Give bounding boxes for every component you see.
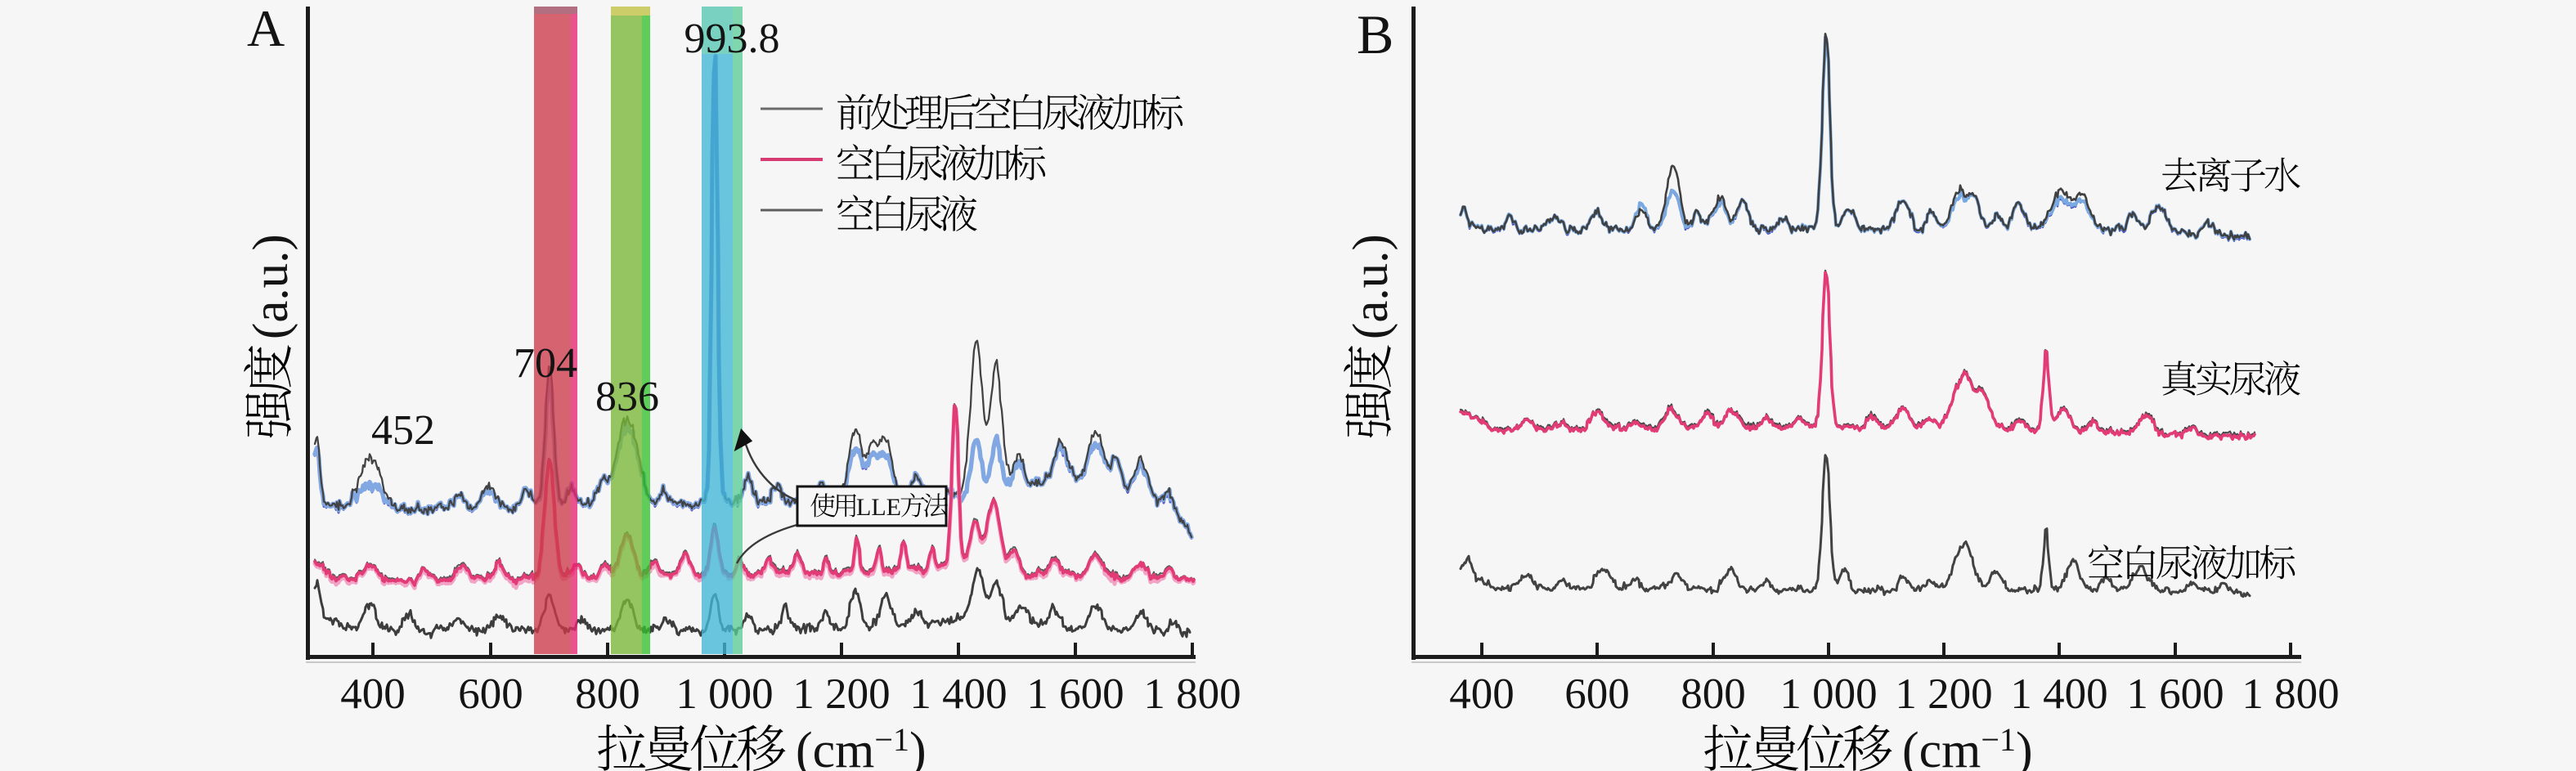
svg-text:836: 836 [595,374,659,420]
svg-text:400: 400 [1449,670,1515,718]
svg-text:1 200: 1 200 [792,670,890,718]
svg-text:400: 400 [340,670,406,718]
svg-text:452: 452 [371,407,435,454]
svg-text:1 800: 1 800 [2242,670,2339,718]
svg-text:(cm−1): (cm−1) [796,721,927,771]
svg-text:(a.u.): (a.u.) [244,234,298,339]
svg-text:1 200: 1 200 [1895,670,1992,718]
svg-text:1 000: 1 000 [675,670,773,718]
svg-text:600: 600 [458,670,523,718]
svg-text:1 600: 1 600 [2126,670,2224,718]
svg-text:(a.u.): (a.u.) [1344,234,1398,339]
svg-text:600: 600 [1564,670,1630,718]
svg-text:1 000: 1 000 [1779,670,1877,718]
svg-text:A: A [247,0,285,57]
svg-text:993.8: 993.8 [684,16,780,62]
svg-text:1 400: 1 400 [2010,670,2107,718]
svg-text:1 800: 1 800 [1143,670,1241,718]
svg-text:1 400: 1 400 [909,670,1007,718]
svg-text:704: 704 [514,340,577,387]
svg-text:800: 800 [1681,670,1746,718]
svg-text:B: B [1357,3,1393,65]
svg-text:LLE: LLE [856,494,901,521]
svg-text:800: 800 [575,670,640,718]
svg-text:1 600: 1 600 [1026,670,1124,718]
